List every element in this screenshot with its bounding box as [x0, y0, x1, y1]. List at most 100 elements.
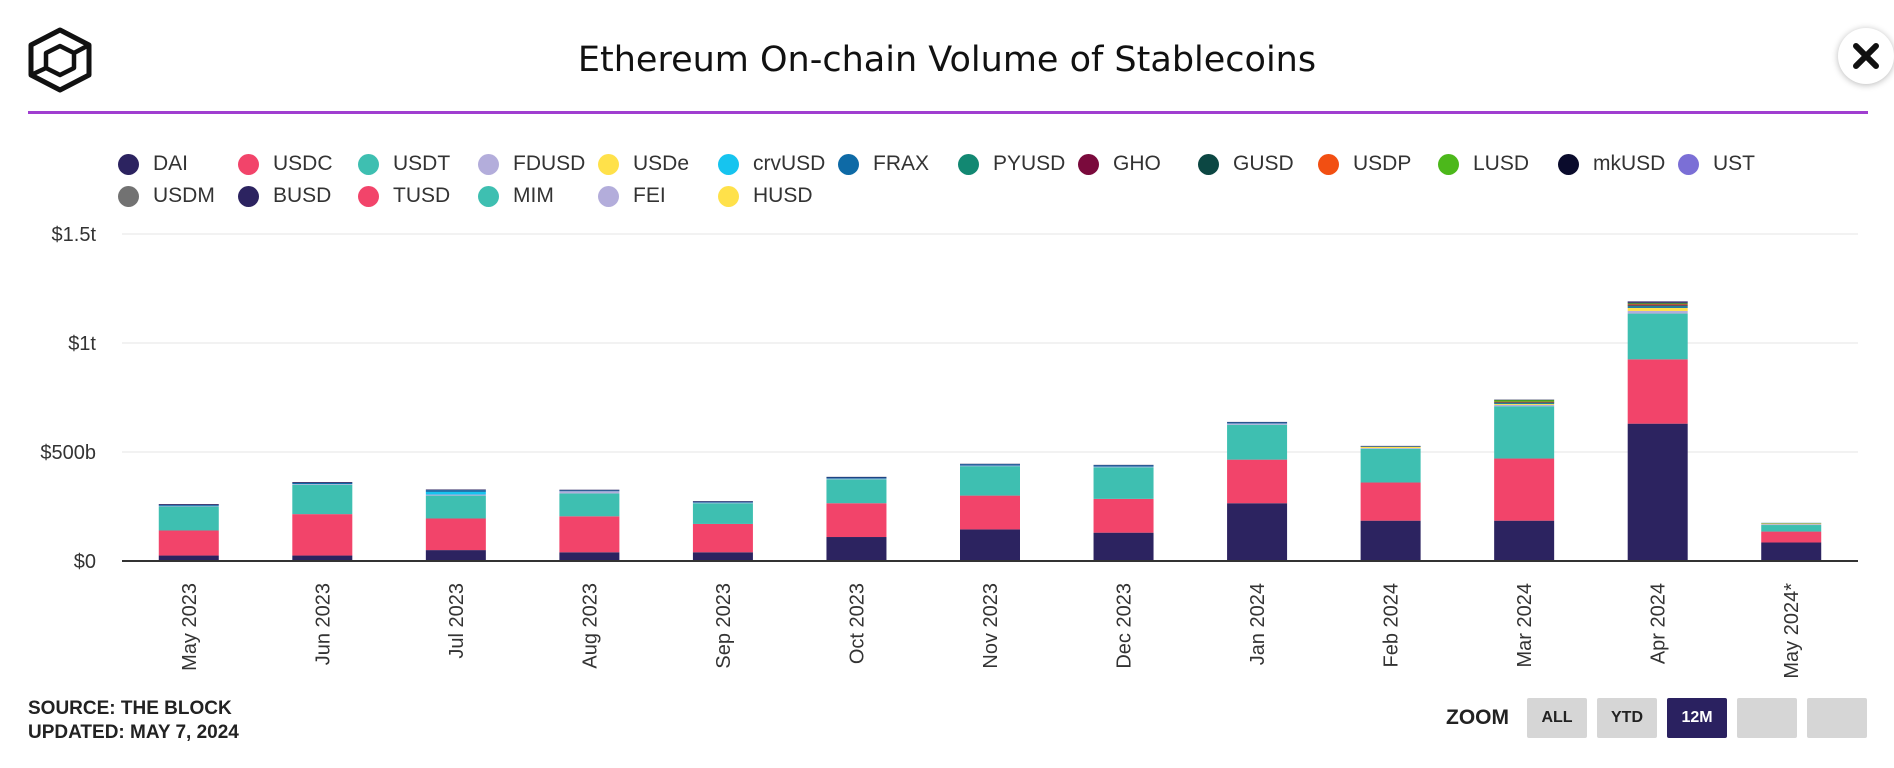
legend-item-frax[interactable]: FRAX [838, 152, 958, 176]
legend-item-usdp[interactable]: USDP [1318, 152, 1438, 176]
x-tick-label: Nov 2023 [980, 583, 1002, 669]
bar-segment [1093, 532, 1154, 561]
bar-segment [1093, 464, 1154, 466]
legend-swatch [598, 153, 619, 175]
legend-swatch [838, 153, 859, 175]
legend-item-fdusd[interactable]: FDUSD [478, 152, 598, 176]
zoom-ytd-button[interactable]: YTD [1597, 698, 1657, 738]
bar-segment [1227, 421, 1288, 423]
legend-item-busd[interactable]: BUSD [238, 184, 358, 208]
bar-segment [1494, 402, 1555, 404]
updated-label: UPDATED: MAY 7, 2024 [28, 722, 239, 743]
bar-segment [1093, 466, 1154, 468]
bar-segment [1360, 446, 1421, 449]
legend-swatch [1558, 153, 1579, 175]
legend-label: mkUSD [1593, 152, 1666, 175]
zoom-controls: ZOOM ALL YTD 12M [1446, 698, 1877, 738]
bar-segment [1093, 498, 1154, 533]
legend-label: USDM [153, 184, 215, 207]
the-block-logo [28, 27, 92, 93]
legend-label: crvUSD [753, 152, 826, 175]
legend-label: USDC [273, 152, 333, 175]
legend-swatch [238, 153, 259, 175]
legend-item-mkusd[interactable]: mkUSD [1558, 152, 1678, 176]
x-tick-label: Oct 2023 [846, 583, 868, 664]
bar-segment [158, 530, 219, 556]
legend-item-husd[interactable]: HUSD [718, 184, 838, 208]
legend-item-usde[interactable]: USDe [598, 152, 718, 176]
bar-segment [1761, 522, 1822, 524]
bar-segment [425, 518, 486, 551]
x-tick-label: Jan 2024 [1247, 583, 1269, 665]
bar-segment [559, 490, 620, 492]
zoom-extra-button-2[interactable] [1807, 698, 1867, 738]
x-tick-label: Mar 2024 [1514, 583, 1536, 668]
legend-swatch [358, 153, 379, 175]
legend-item-pyusd[interactable]: PYUSD [958, 152, 1078, 176]
legend-item-mim[interactable]: MIM [478, 184, 598, 208]
legend-item-tusd[interactable]: TUSD [358, 184, 478, 208]
legend-item-usdm[interactable]: USDM [118, 184, 238, 208]
legend-swatch [238, 185, 259, 207]
zoom-12m-button[interactable]: 12M [1667, 698, 1727, 738]
legend-swatch [118, 185, 139, 207]
source-footer: SOURCE: THE BLOCK UPDATED: MAY 7, 2024 [28, 697, 239, 745]
bar-segment [1761, 525, 1822, 532]
legend-item-usdt[interactable]: USDT [358, 152, 478, 176]
bar-segment [1627, 303, 1688, 305]
legend-label: MIM [513, 184, 554, 207]
bar-segment [559, 491, 620, 494]
bar-segment [826, 477, 887, 479]
bar-segment [692, 502, 753, 504]
bar-segment [1227, 503, 1288, 561]
bar-segment [960, 464, 1020, 466]
bar-segment [158, 506, 219, 531]
legend-item-fei[interactable]: FEI [598, 184, 718, 208]
legend-item-crvusd[interactable]: crvUSD [718, 152, 838, 176]
bar-segment [826, 476, 887, 478]
bar-segment [158, 555, 219, 561]
close-button[interactable] [1838, 28, 1894, 84]
bar-segment [1627, 310, 1688, 314]
bar-segment [1761, 523, 1822, 525]
legend-item-usdc[interactable]: USDC [238, 152, 358, 176]
bar-segment [1494, 520, 1555, 561]
x-tick-label: Dec 2023 [1114, 583, 1136, 669]
legend-swatch [958, 153, 979, 175]
x-tick-label: Sep 2023 [713, 583, 735, 669]
bar-segment [292, 484, 353, 485]
zoom-all-button[interactable]: ALL [1527, 698, 1587, 738]
bar-segment [559, 552, 620, 561]
bar-segment [826, 537, 887, 561]
bar-segment [1494, 399, 1555, 401]
bar-segment [1494, 404, 1555, 407]
legend-item-gusd[interactable]: GUSD [1198, 152, 1318, 176]
bar-segment [1360, 448, 1421, 449]
zoom-extra-button-1[interactable] [1737, 698, 1797, 738]
bar-segment [1761, 524, 1822, 526]
legend-label: LUSD [1473, 152, 1530, 175]
bar-segment [1494, 404, 1555, 405]
legend-item-dai[interactable]: DAI [118, 152, 238, 176]
legend-label: USDT [393, 152, 451, 175]
bar-segment [1627, 303, 1688, 304]
legend-label: GHO [1113, 152, 1161, 175]
bar-segment [1627, 305, 1688, 306]
bar-segment [692, 501, 753, 502]
chart-title: Ethereum On-chain Volume of Stablecoins [577, 40, 1317, 80]
legend-item-ust[interactable]: UST [1678, 152, 1798, 176]
zoom-label: ZOOM [1446, 706, 1509, 729]
bar-segment [425, 550, 486, 561]
legend-swatch [358, 185, 379, 207]
legend-label: UST [1713, 152, 1755, 175]
legend-label: FDUSD [513, 152, 586, 175]
bar-segment [292, 484, 353, 515]
legend-item-gho[interactable]: GHO [1078, 152, 1198, 176]
legend-label: FEI [633, 184, 666, 207]
bar-segment [1761, 531, 1822, 543]
bar-segment [1360, 445, 1421, 447]
legend-label: GUSD [1233, 152, 1294, 175]
bar-segment [1627, 306, 1688, 308]
bar-segment [425, 489, 486, 491]
legend-item-lusd[interactable]: LUSD [1438, 152, 1558, 176]
